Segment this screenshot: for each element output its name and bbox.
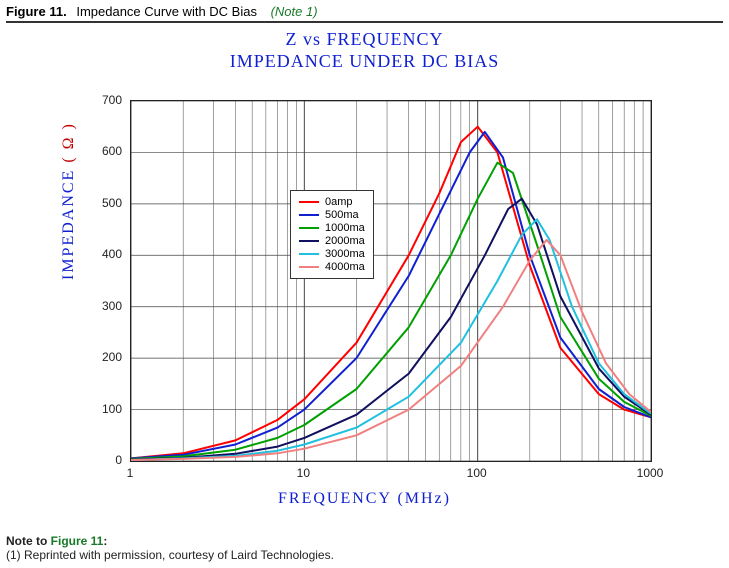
chart-plot-area: 0100200300400500600700 1101001000	[130, 100, 650, 460]
y-tick-label: 700	[102, 93, 122, 107]
y-tick-label: 100	[102, 402, 122, 416]
chart-title-line1: Z vs FREQUENCY	[0, 28, 729, 50]
page: Figure 11. Impedance Curve with DC Bias …	[0, 0, 729, 568]
x-axis-label: FREQUENCY (MHz)	[0, 490, 729, 508]
y-tick-label: 200	[102, 350, 122, 364]
legend-swatch	[299, 227, 319, 229]
y-tick-label: 400	[102, 247, 122, 261]
legend-row: 500ma	[299, 209, 365, 221]
legend-swatch	[299, 201, 319, 203]
footer-colon: :	[103, 534, 107, 548]
legend-row: 0amp	[299, 196, 365, 208]
legend-box: 0amp500ma1000ma2000ma3000ma4000ma	[290, 190, 374, 279]
chart-svg	[130, 100, 652, 462]
legend-swatch	[299, 214, 319, 216]
footer-item-1: (1) Reprinted with permission, courtesy …	[6, 548, 334, 562]
figure-title: Impedance Curve with DC Bias	[76, 4, 257, 19]
y-tick-label: 600	[102, 144, 122, 158]
chart-title: Z vs FREQUENCY IMPEDANCE UNDER DC BIAS	[0, 28, 729, 72]
legend-label: 2000ma	[325, 235, 365, 247]
y-tick-label: 0	[115, 453, 122, 467]
x-tick-label: 1	[127, 466, 134, 480]
footer-fig-ref: Figure 11	[51, 534, 104, 548]
y-axis-unit: ( Ω )	[60, 122, 77, 163]
legend-label: 3000ma	[325, 248, 365, 260]
y-tick-label: 300	[102, 299, 122, 313]
legend-label: 500ma	[325, 209, 359, 221]
chart-title-line2: IMPEDANCE UNDER DC BIAS	[0, 50, 729, 72]
legend-row: 1000ma	[299, 222, 365, 234]
legend-label: 0amp	[325, 196, 353, 208]
figure-header: Figure 11. Impedance Curve with DC Bias …	[6, 4, 723, 23]
footer-note: Note to Figure 11: (1) Reprinted with pe…	[6, 534, 334, 562]
figure-note-ref: (Note 1)	[271, 4, 318, 19]
x-tick-label: 10	[297, 466, 310, 480]
footer-heading: Note to	[6, 534, 51, 548]
x-tick-label: 1000	[637, 466, 664, 480]
legend-row: 2000ma	[299, 235, 365, 247]
legend-swatch	[299, 266, 319, 268]
y-axis-label: IMPEDANCE ( Ω )	[60, 122, 78, 280]
x-axis-unit: (MHz)	[397, 490, 451, 507]
legend-swatch	[299, 253, 319, 255]
legend-row: 3000ma	[299, 248, 365, 260]
legend-swatch	[299, 240, 319, 242]
legend-row: 4000ma	[299, 261, 365, 273]
legend-label: 1000ma	[325, 222, 365, 234]
figure-number: Figure 11.	[6, 4, 67, 19]
legend-label: 4000ma	[325, 261, 365, 273]
y-tick-label: 500	[102, 196, 122, 210]
x-tick-label: 100	[467, 466, 487, 480]
